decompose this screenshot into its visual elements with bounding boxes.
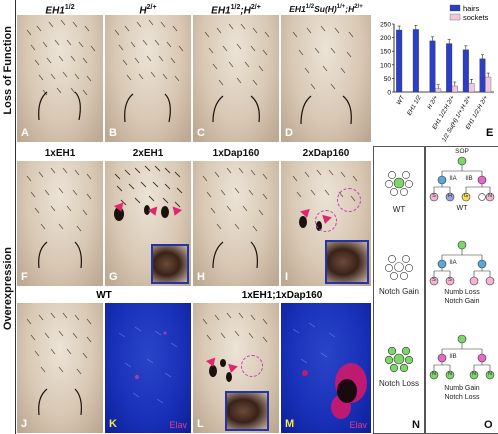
wt-cluster-icon: [385, 171, 413, 196]
panel-i: 2xDap160 I: [281, 146, 371, 286]
leaf-label: N: [488, 193, 492, 199]
panel-d: EH11/2Su(H)1/+;H2/+ D: [281, 0, 371, 142]
panel-letter: B: [109, 127, 117, 139]
panel-letter: I: [285, 271, 289, 283]
panel-letter: O: [484, 419, 493, 431]
panel-l: L: [193, 303, 279, 433]
legend-label-sockets: sockets: [463, 13, 489, 22]
leaf-label: G: [463, 193, 469, 199]
combo-title: 1xEH1;1xDap160: [193, 288, 371, 303]
numb-loss-caption: Numb Loss: [444, 289, 480, 296]
leaf-label: S: [432, 277, 436, 283]
bar-sockets: [468, 83, 475, 93]
x-tick-label: H 2/+: [427, 95, 440, 111]
y-tick-label: 0: [387, 90, 391, 97]
legend-label-hairs: hairs: [463, 4, 480, 13]
legend-swatch-hairs: [449, 4, 461, 12]
bar-hairs: [446, 43, 453, 93]
iib-label: IIB: [449, 354, 457, 360]
notch-loss-caption: Notch Loss: [444, 394, 480, 401]
panel-g: 2xEH1 G: [105, 146, 191, 286]
iia-label: IIA: [449, 260, 457, 266]
panel-letter: M: [285, 418, 295, 430]
x-tick-label: EH1 1/2: [407, 94, 423, 116]
panel-c: EH11/2;H2/+ C: [193, 0, 279, 142]
panel-letter: K: [109, 418, 117, 430]
x-tick-label: WT: [396, 94, 407, 106]
panel-o: SOP IIA IIB S H G N WT IIA S S Numb Loss…: [425, 146, 498, 434]
lineage-diagram: [429, 156, 495, 380]
wt-caption: WT: [456, 205, 468, 212]
panel-j: J: [17, 303, 103, 433]
iib-label: IIB: [465, 176, 473, 182]
leaf-label: H: [448, 193, 452, 199]
wt-label: WT: [392, 205, 406, 214]
panel-letter: H: [197, 271, 205, 283]
panel-letter: D: [285, 127, 293, 139]
panel-letter: N: [412, 419, 420, 431]
panel-a: EH11/2 A: [17, 0, 103, 142]
bar-sockets: [435, 88, 442, 93]
y-tick-label: 100: [380, 62, 391, 69]
notch-loss-cluster-icon: [384, 346, 414, 373]
row-label-loss-of-function: Loss of Function: [2, 25, 14, 115]
wt-title: WT: [17, 288, 191, 303]
inset-image: [325, 240, 369, 284]
bar-sockets: [485, 76, 492, 93]
notch-gain-label: Notch Gain: [378, 287, 420, 296]
iia-label: IIA: [449, 176, 457, 182]
y-tick-label: 250: [380, 22, 391, 29]
panel-letter: C: [197, 127, 205, 139]
y-tick-label: 50: [384, 76, 392, 83]
inset-image: [151, 244, 189, 284]
panel-n: WT Notch Gain Notch Loss N: [373, 146, 425, 434]
panel-letter: G: [109, 271, 118, 283]
panel-m: M Elav: [281, 303, 371, 433]
notch-gain-caption: Notch Gain: [444, 298, 480, 305]
panel-f: 1xEH1 F: [17, 146, 103, 286]
row-label-overexpression: Overexpression: [2, 247, 14, 331]
panel-letter: A: [21, 127, 29, 139]
panel-letter: L: [197, 418, 204, 430]
panel-letter: E: [486, 127, 493, 139]
elav-label: Elav: [349, 420, 367, 430]
bar-sockets: [451, 85, 458, 93]
panel-k: K Elav: [105, 303, 191, 433]
panel-b: H2/+ B: [105, 0, 191, 142]
leaf-label: N: [488, 371, 492, 377]
elav-label: Elav: [169, 420, 187, 430]
panel-e-chart: 0 50 100 150 200 250 WT EH1 1/2 H 2/+ EH1 1/2;H 2…: [374, 0, 498, 155]
panel-letter: J: [21, 418, 28, 430]
legend-swatch-sockets: [449, 13, 461, 21]
notch-gain-cluster-icon: [385, 255, 413, 280]
bar-hairs: [412, 29, 419, 93]
leaf-label: N: [472, 371, 476, 377]
sop-label: SOP: [455, 148, 469, 155]
bar-hairs: [462, 49, 469, 93]
leaf-label: N: [448, 371, 452, 377]
panel-letter: F: [21, 271, 28, 283]
numb-gain-caption: Numb Gain: [444, 385, 480, 392]
bar-hairs: [396, 29, 403, 93]
bar-hairs: [479, 58, 486, 93]
inset-image: [225, 391, 269, 431]
notch-loss-label: Notch Loss: [378, 379, 420, 388]
leaf-label: S: [432, 193, 436, 199]
leaf-label: N: [432, 371, 436, 377]
y-tick-label: 150: [380, 49, 391, 56]
panel-h: 1xDap160 H: [193, 146, 279, 286]
bar-hairs: [429, 40, 436, 93]
leaf-label: S: [448, 277, 452, 283]
y-tick-label: 200: [380, 35, 391, 42]
